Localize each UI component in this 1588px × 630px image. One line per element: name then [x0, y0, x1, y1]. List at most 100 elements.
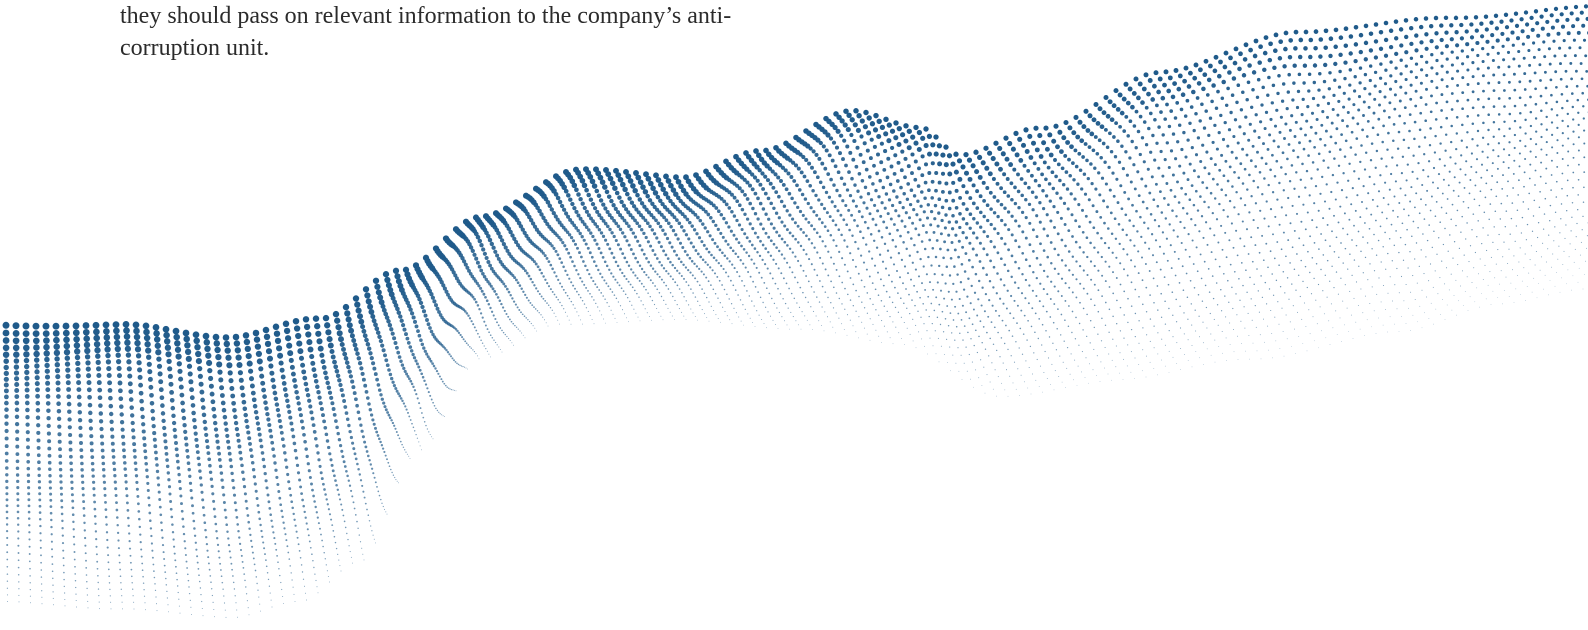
wave-dot	[1030, 325, 1033, 328]
wave-dot	[1546, 32, 1551, 37]
wave-dot	[1372, 111, 1376, 115]
wave-dot	[825, 132, 831, 138]
wave-dot	[1161, 133, 1165, 137]
wave-dot	[119, 412, 124, 417]
wave-dot	[1027, 185, 1031, 190]
wave-dot	[872, 163, 876, 168]
wave-dot	[1107, 165, 1111, 170]
wave-dot	[465, 312, 469, 315]
wave-dot	[205, 542, 209, 546]
wave-dot	[500, 302, 503, 306]
wave-dot	[384, 408, 388, 412]
wave-dot	[1145, 206, 1149, 210]
wave-dot	[634, 256, 637, 260]
wave-dot	[843, 263, 846, 266]
wave-dot	[529, 218, 534, 223]
wave-dot	[131, 435, 136, 440]
wave-dot	[835, 244, 838, 248]
wave-dot	[1585, 70, 1588, 73]
wave-dot	[3, 388, 9, 394]
wave-dot	[1076, 182, 1080, 186]
wave-dot	[643, 285, 645, 288]
wave-dot	[551, 210, 556, 216]
wave-dot	[1180, 241, 1183, 245]
wave-dot	[887, 198, 892, 202]
wave-dot	[1481, 136, 1485, 139]
wave-dot	[1414, 104, 1418, 108]
wave-dot	[1014, 219, 1018, 223]
wave-dot	[1342, 172, 1345, 175]
wave-dot	[830, 158, 835, 163]
wave-dot	[798, 209, 803, 214]
wave-dot	[56, 416, 62, 421]
wave-dot	[1012, 317, 1015, 319]
wave-dot	[109, 427, 115, 432]
wave-dot	[369, 463, 372, 466]
wave-dot	[1199, 253, 1202, 256]
wave-dot	[645, 221, 650, 226]
wave-dot	[409, 311, 415, 316]
wave-dot	[788, 287, 790, 290]
wave-dot	[269, 434, 274, 439]
wave-dot	[690, 259, 694, 263]
wave-dot	[37, 467, 41, 471]
wave-dot	[325, 380, 330, 386]
wave-dot	[292, 441, 297, 446]
wave-dot	[1385, 165, 1388, 168]
wave-dot	[568, 217, 573, 222]
wave-dot	[337, 438, 342, 442]
wave-dot	[243, 412, 248, 418]
wave-dot	[1526, 223, 1529, 226]
wave-dot	[1253, 129, 1257, 133]
wave-dot	[1148, 270, 1151, 272]
wave-dot	[1270, 101, 1274, 105]
wave-dot	[284, 533, 287, 536]
wave-dot	[2, 344, 10, 352]
wave-dot	[1313, 145, 1316, 149]
wave-dot	[149, 392, 154, 398]
wave-dot	[368, 308, 375, 315]
wave-dot	[910, 152, 915, 157]
wave-dot	[977, 298, 980, 301]
wave-dot	[855, 127, 861, 133]
wave-dot	[498, 299, 502, 302]
wave-dot	[1429, 110, 1433, 114]
wave-dot	[599, 216, 604, 221]
wave-dot	[614, 238, 618, 243]
wave-dot	[302, 375, 308, 381]
wave-dot	[1391, 260, 1393, 262]
wave-dot	[1273, 174, 1277, 178]
wave-dot	[1180, 147, 1184, 152]
wave-dot	[243, 492, 247, 496]
wave-dot	[1477, 220, 1479, 222]
wave-dot	[156, 363, 163, 369]
wave-dot	[620, 287, 623, 290]
wave-dot	[827, 274, 830, 277]
wave-dot	[872, 127, 879, 133]
wave-dot	[72, 528, 75, 531]
wave-dot	[650, 201, 655, 206]
wave-dot	[1549, 78, 1553, 82]
wave-dot	[855, 145, 860, 150]
wave-dot	[856, 189, 860, 193]
wave-dot	[296, 401, 301, 406]
wave-dot	[933, 203, 938, 208]
wave-dot	[1160, 95, 1166, 101]
wave-dot	[215, 529, 218, 533]
wave-dot	[1312, 80, 1317, 85]
wave-dot	[1262, 142, 1265, 146]
wave-dot	[196, 456, 201, 461]
wave-dot	[116, 516, 119, 519]
wave-dot	[527, 274, 531, 278]
wave-dot	[37, 473, 41, 478]
wave-dot	[1190, 218, 1193, 221]
wave-dot	[1469, 179, 1472, 181]
wave-dot	[1293, 187, 1296, 190]
wave-dot	[839, 133, 844, 138]
wave-dot	[1561, 158, 1564, 160]
wave-dot	[378, 437, 381, 441]
wave-dot	[1233, 206, 1236, 209]
wave-dot	[456, 329, 459, 333]
wave-dot	[841, 257, 844, 260]
wave-dot	[1449, 234, 1451, 236]
